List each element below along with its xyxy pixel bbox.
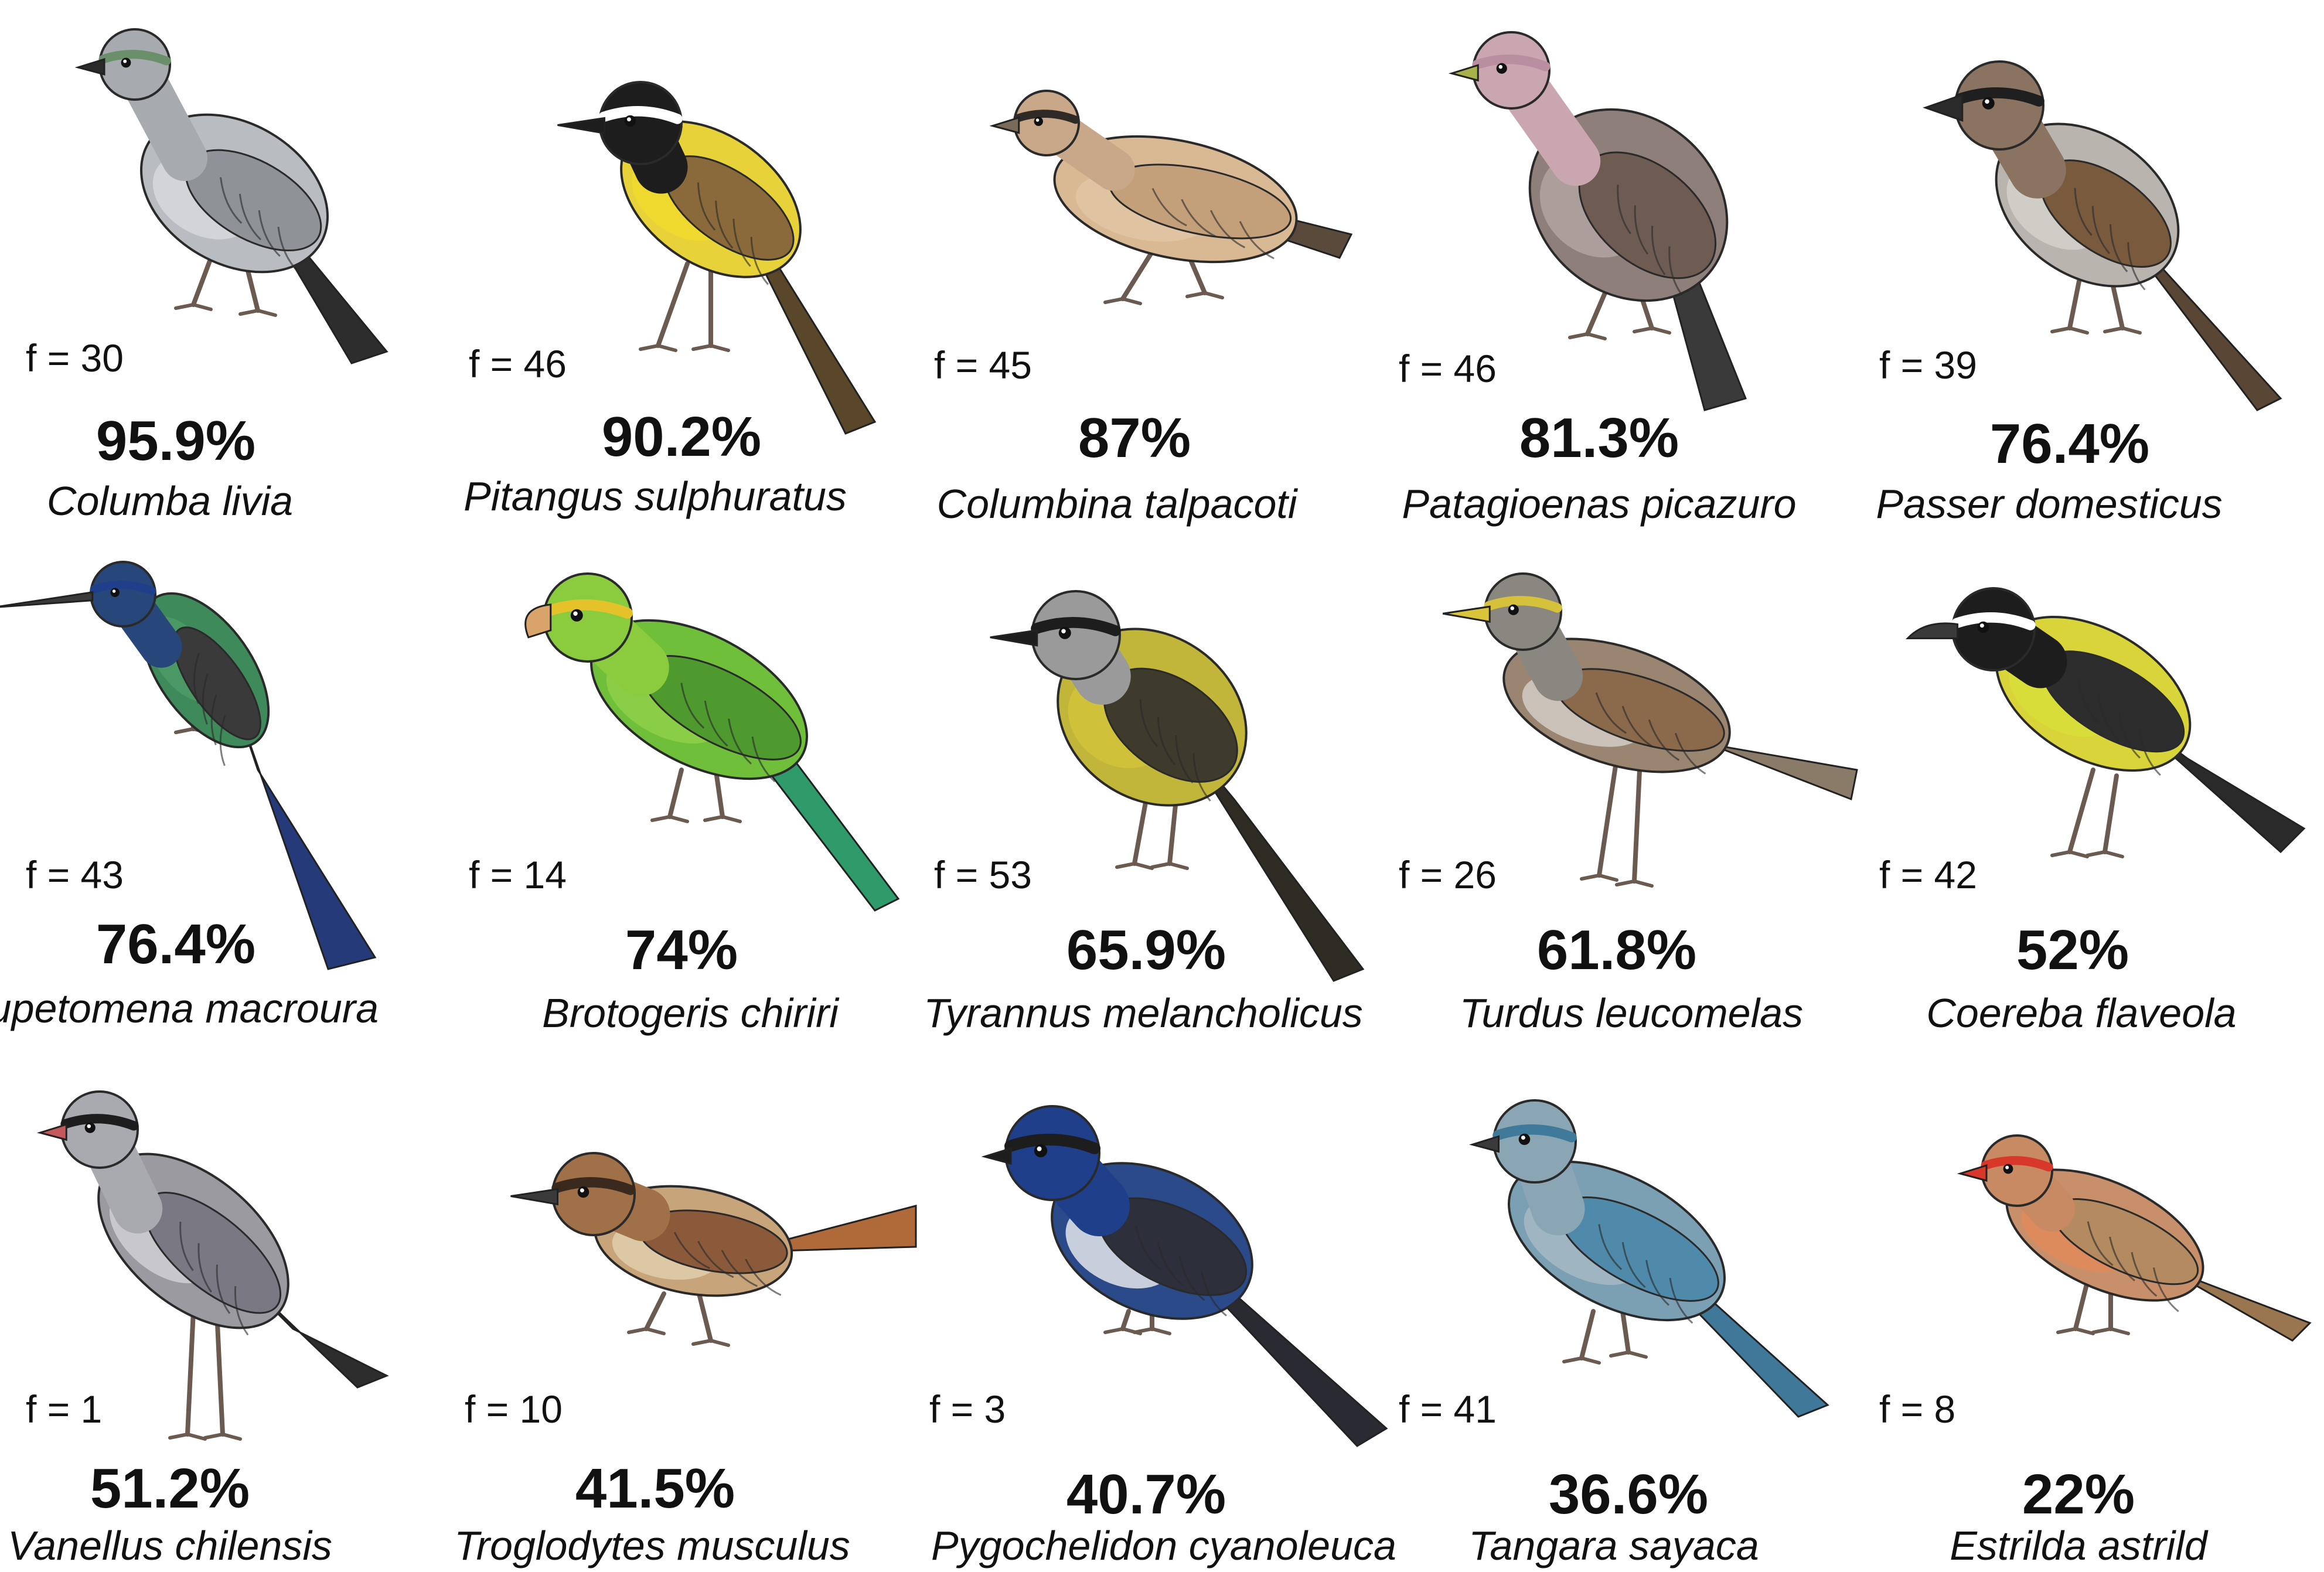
bird-card-pitangus-sulphuratus: f = 46 90.2% Pitangus sulphuratus	[464, 0, 929, 524]
frequency-label: f = 10	[465, 1387, 563, 1431]
percent-label: 51.2%	[90, 1457, 250, 1520]
lapwing-icon	[36, 1090, 389, 1441]
frequency-label: f = 30	[26, 336, 124, 380]
frequency-label: f = 41	[1399, 1387, 1497, 1431]
bird-card-troglodytes-musculus: f = 10 41.5% Troglodytes musculus	[454, 1048, 929, 1571]
wren-icon	[510, 1152, 917, 1347]
percent-label: 40.7%	[1066, 1463, 1226, 1526]
frequency-label: f = 14	[469, 853, 567, 896]
percent-label: 61.8%	[1536, 919, 1697, 981]
bird-card-eupetomena-macroura: f = 43 76.4% Eupetomena macroura	[0, 524, 465, 1048]
species-name: Tangara sayaca	[1468, 1523, 1759, 1568]
frequency-label: f = 46	[469, 342, 567, 386]
percent-label: 81.3%	[1519, 407, 1679, 469]
species-name: Patagioenas picazuro	[1402, 481, 1797, 527]
species-name: Eupetomena macroura	[0, 986, 379, 1031]
frequency-label: f = 53	[934, 853, 1032, 896]
waxbill-icon	[1957, 1134, 2312, 1342]
bird-card-coereba-flaveola: f = 42 52% Coereba flaveola	[1859, 524, 2323, 1048]
frequency-label: f = 26	[1399, 853, 1497, 896]
bird-card-tangara-sayaca: f = 41 36.6% Tangara sayaca	[1394, 1048, 1859, 1571]
bird-card-columbina-talpacoti: f = 45 87% Columbina talpacoti	[929, 0, 1394, 524]
hummingbird-icon	[0, 561, 377, 970]
frequency-label: f = 1	[26, 1387, 103, 1431]
tanager-icon	[1469, 1099, 1829, 1418]
species-name: Vanellus chilensis	[8, 1523, 332, 1568]
ground-dove-icon	[989, 90, 1353, 305]
frequency-label: f = 46	[1399, 347, 1497, 390]
percent-label: 36.6%	[1548, 1463, 1709, 1526]
bird-card-vanellus-chilensis: f = 1 51.2% Vanellus chilensis	[0, 1048, 465, 1571]
frequency-label: f = 45	[934, 343, 1032, 387]
species-name: Tyrannus melancholicus	[924, 990, 1363, 1036]
parakeet-icon	[524, 572, 900, 912]
sparrow-icon	[1923, 60, 2282, 411]
species-name: Columbina talpacoti	[936, 481, 1297, 527]
species-name: Coereba flaveola	[1926, 990, 2237, 1036]
percent-label: 87%	[1078, 407, 1191, 469]
flycatcher-icon	[557, 81, 877, 435]
bird-card-turdus-leucomelas: f = 26 61.8% Turdus leucomelas	[1394, 524, 1859, 1048]
frequency-label: f = 39	[1879, 343, 1977, 387]
percent-label: 95.9%	[96, 410, 256, 472]
bird-card-tyrannus-melancholicus: f = 53 65.9% Tyrannus melancholicus	[924, 524, 1394, 1048]
species-name: Pygochelidon cyanoleuca	[931, 1523, 1396, 1568]
bird-card-passer-domesticus: f = 39 76.4% Passer domesticus	[1859, 0, 2323, 524]
kingbird-icon	[990, 590, 1365, 982]
percent-label: 90.2%	[601, 405, 762, 468]
swallow-icon	[981, 1105, 1388, 1447]
thrush-icon	[1442, 572, 1858, 888]
species-name: Turdus leucomelas	[1459, 990, 1804, 1036]
bird-card-pygochelidon-cyanoleuca: f = 3 40.7% Pygochelidon cyanoleuca	[929, 1048, 1396, 1571]
percent-label: 76.4%	[1989, 412, 2150, 475]
frequency-label: f = 42	[1879, 853, 1977, 896]
pigeon-icon	[1448, 31, 1747, 411]
bird-card-estrilda-astrild: f = 8 22% Estrilda astrild	[1859, 1048, 2323, 1571]
percent-label: 22%	[2022, 1463, 2135, 1526]
species-name: Columba livia	[46, 478, 294, 524]
percent-label: 52%	[2016, 919, 2129, 981]
bananaquit-icon	[1906, 587, 2306, 858]
percent-label: 41.5%	[575, 1457, 735, 1520]
pigeon-icon	[74, 28, 389, 364]
frequency-label: f = 3	[929, 1387, 1006, 1431]
species-name: Brotogeris chiriri	[542, 990, 839, 1036]
percent-label: 76.4%	[96, 913, 256, 976]
species-name: Troglodytes musculus	[454, 1523, 850, 1568]
species-name: Passer domesticus	[1876, 481, 2223, 527]
species-name: Pitangus sulphuratus	[464, 473, 847, 519]
bird-card-patagioenas-picazuro: f = 46 81.3% Patagioenas picazuro	[1394, 0, 1859, 524]
frequency-label: f = 43	[26, 853, 124, 896]
percent-label: 65.9%	[1066, 919, 1226, 981]
percent-label: 74%	[625, 919, 738, 981]
frequency-label: f = 8	[1879, 1387, 1956, 1431]
bird-card-columba-livia: f = 30 95.9% Columba livia	[0, 0, 465, 524]
bird-card-brotogeris-chiriri: f = 14 74% Brotogeris chiriri	[465, 524, 929, 1048]
species-name: Estrilda astrild	[1950, 1523, 2207, 1568]
